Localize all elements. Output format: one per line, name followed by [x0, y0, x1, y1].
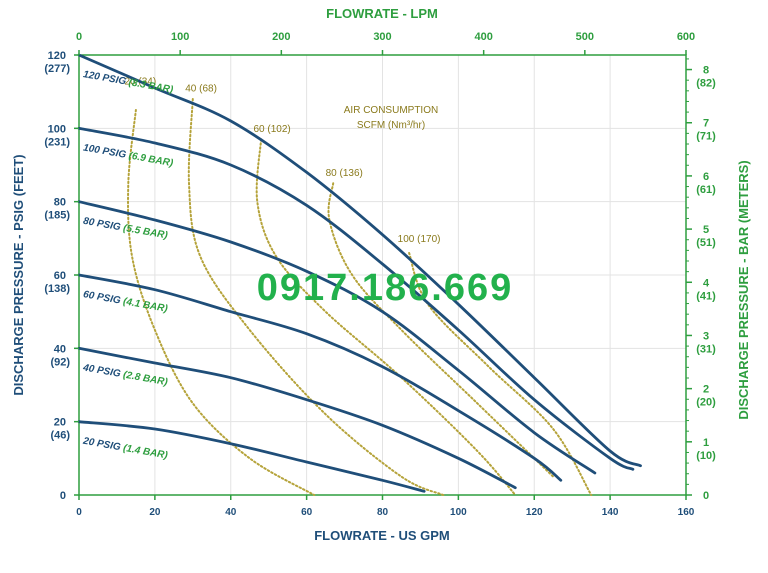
- right-axis-title: DISCHARGE PRESSURE - BAR (METERS): [736, 160, 751, 419]
- curve-label-bar: (8.3 BAR): [128, 77, 175, 96]
- curve-label-psig: 120 PSIG: [82, 69, 129, 88]
- air-consumption-line: [127, 109, 316, 496]
- y-tick-label: 120: [48, 50, 66, 62]
- curve-label-bar: (1.4 BAR): [122, 443, 169, 462]
- air-consumption-line: [255, 138, 517, 496]
- top-tick-label: 0: [76, 31, 82, 43]
- curve-label-bar: (2.8 BAR): [122, 370, 169, 389]
- curve-label-bar: (6.9 BAR): [128, 150, 175, 169]
- curve-label-psig: 40 PSIG: [81, 362, 124, 380]
- x-tick-label: 40: [225, 507, 237, 518]
- right-tick-sublabel: (71): [696, 131, 716, 143]
- curve-label-bar: (4.1 BAR): [122, 296, 169, 315]
- pressure-curve: [77, 273, 563, 482]
- air-consumption-label: 80 (136): [326, 168, 363, 179]
- right-tick-label: 8: [703, 65, 709, 77]
- y-tick-label: 20: [54, 417, 66, 429]
- right-tick-sublabel: (51): [696, 237, 716, 249]
- top-axis-title: FLOWRATE - LPM: [326, 6, 438, 21]
- pressure-curve-label: 40 PSIG (2.8 BAR): [81, 362, 169, 388]
- x-tick-label: 100: [450, 507, 467, 518]
- top-tick-label: 400: [474, 31, 492, 43]
- top-tick-label: 300: [373, 31, 391, 43]
- pressure-curve: [77, 346, 517, 490]
- pressure-curve: [77, 420, 426, 493]
- x-tick-label: 160: [678, 507, 695, 518]
- air-consumption-title: AIR CONSUMPTION: [344, 105, 438, 116]
- y-tick-label: 40: [54, 343, 66, 355]
- watermark-phone: 0917.186.669: [257, 267, 513, 309]
- right-tick-label: 4: [703, 277, 710, 289]
- pressure-curve: [77, 126, 635, 471]
- pressure-curve-label: 60 PSIG (4.1 BAR): [82, 289, 169, 315]
- pressure-curve-label: 100 PSIG (6.9 BAR): [82, 142, 174, 169]
- right-tick-label: 2: [703, 384, 709, 396]
- x-tick-label: 20: [149, 507, 161, 518]
- grid: [79, 55, 686, 495]
- y-tick-sublabel: (231): [44, 136, 70, 148]
- x-tick-label: 0: [76, 507, 82, 518]
- pressure-curve: [77, 200, 597, 475]
- top-tick-label: 200: [272, 31, 290, 43]
- right-tick-label: 7: [703, 118, 709, 130]
- curve-label-psig: 60 PSIG: [82, 289, 124, 307]
- right-tick-sublabel: (82): [696, 78, 716, 90]
- air-consumption-line: [327, 182, 555, 478]
- y-tick-sublabel: (92): [50, 356, 70, 368]
- air-consumption-label: 40 (68): [185, 84, 217, 95]
- air-consumption-label: 60 (102): [254, 124, 291, 135]
- x-tick-label: 80: [377, 507, 389, 518]
- x-tick-label: 140: [602, 507, 619, 518]
- y-tick-label: 60: [54, 270, 66, 282]
- x-tick-label: 60: [301, 507, 313, 518]
- y-tick-label: 0: [60, 490, 66, 502]
- right-tick-label: 5: [703, 224, 709, 236]
- right-tick-label: 3: [703, 330, 709, 342]
- y-tick-sublabel: (277): [44, 63, 70, 75]
- y-tick-sublabel: (138): [44, 283, 70, 295]
- pressure-curve-label: 20 PSIG (1.4 BAR): [81, 436, 169, 462]
- right-tick-label: 1: [703, 437, 709, 449]
- x-axis-title: FLOWRATE - US GPM: [314, 528, 450, 543]
- right-tick-sublabel: (61): [696, 184, 716, 196]
- top-tick-label: 100: [171, 31, 189, 43]
- air-consumption-unit: SCFM (Nm³/hr): [357, 120, 425, 131]
- top-tick-label: 500: [576, 31, 594, 43]
- right-tick-label: 0: [703, 490, 709, 502]
- air-consumption-line: [408, 252, 593, 496]
- left-axis-title: DISCHARGE PRESSURE - PSIG (FEET): [11, 154, 26, 395]
- pressure-curve: [77, 53, 642, 468]
- right-tick-sublabel: (31): [696, 343, 716, 355]
- right-tick-sublabel: (10): [696, 450, 716, 462]
- right-tick-sublabel: (41): [696, 290, 716, 302]
- y-tick-sublabel: (185): [44, 210, 70, 222]
- y-tick-label: 100: [48, 123, 66, 135]
- right-tick-label: 6: [703, 171, 709, 183]
- curve-label-psig: 20 PSIG: [81, 436, 124, 454]
- right-tick-sublabel: (20): [696, 397, 716, 409]
- curve-label-psig: 80 PSIG: [82, 216, 124, 234]
- top-tick-label: 600: [677, 31, 695, 43]
- air-consumption-label: 100 (170): [398, 234, 441, 245]
- x-tick-label: 120: [526, 507, 543, 518]
- air-consumption-line: [187, 98, 445, 496]
- pressure-curve-label: 120 PSIG (8.3 BAR): [82, 69, 174, 96]
- y-tick-label: 80: [54, 197, 66, 209]
- y-tick-sublabel: (46): [50, 430, 70, 442]
- curve-label-psig: 100 PSIG: [82, 142, 129, 161]
